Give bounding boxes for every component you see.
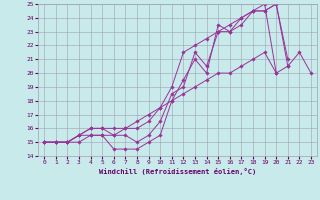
X-axis label: Windchill (Refroidissement éolien,°C): Windchill (Refroidissement éolien,°C) [99, 168, 256, 175]
